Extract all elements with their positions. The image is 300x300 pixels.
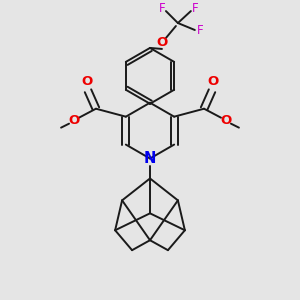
Text: F: F xyxy=(196,23,203,37)
Text: O: O xyxy=(81,75,93,88)
Text: N: N xyxy=(144,151,156,166)
Text: F: F xyxy=(191,2,198,15)
Text: F: F xyxy=(159,2,165,15)
Text: O: O xyxy=(68,114,80,127)
Text: O: O xyxy=(156,37,168,50)
Text: O: O xyxy=(220,114,232,127)
Text: O: O xyxy=(207,75,219,88)
